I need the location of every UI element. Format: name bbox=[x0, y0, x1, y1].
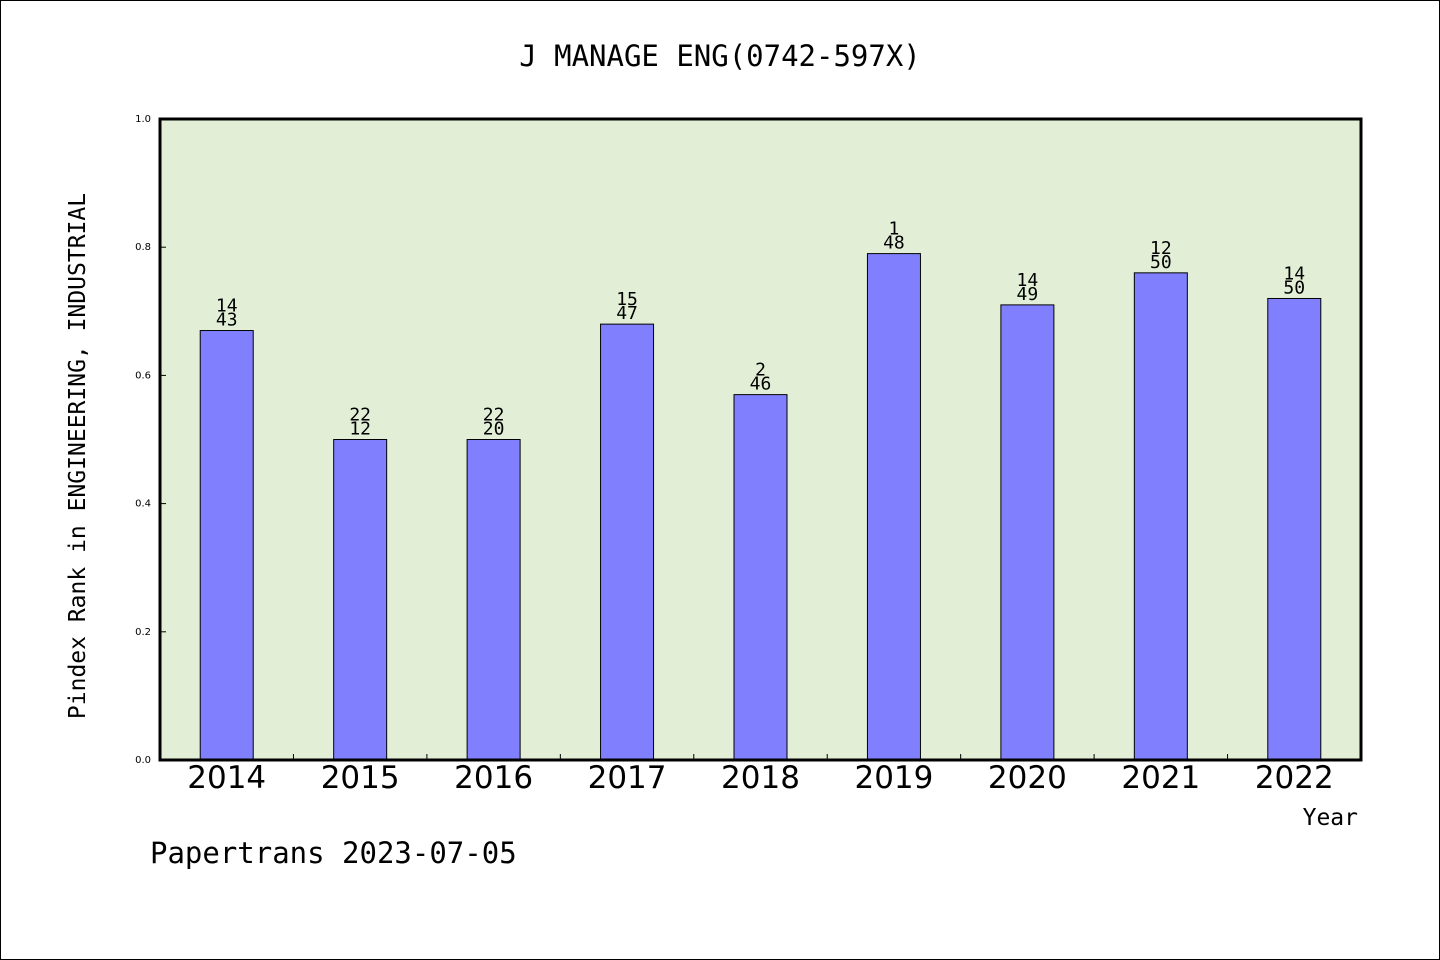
y-tick-label: 0.2 bbox=[135, 627, 151, 638]
bar-label-bottom: 43 bbox=[216, 310, 238, 331]
bar-label-top: 2 bbox=[755, 360, 766, 381]
bar-2014 bbox=[199, 330, 254, 761]
bar-label-bottom: 46 bbox=[750, 374, 772, 395]
x-tick-label: 2015 bbox=[321, 760, 400, 796]
bar-label-top: 14 bbox=[1283, 263, 1305, 284]
bar-2016 bbox=[466, 439, 521, 761]
bar-label-bottom: 12 bbox=[349, 419, 371, 440]
y-axis: 0.0 0.2 0.4 0.6 0.8 1.0 bbox=[135, 114, 166, 766]
bar-label-bottom: 48 bbox=[883, 233, 905, 254]
x-tick-label: 2014 bbox=[187, 760, 266, 796]
bar-label-top: 12 bbox=[1150, 238, 1172, 259]
bar-label-bottom: 50 bbox=[1283, 277, 1305, 298]
y-tick-label: 0.4 bbox=[135, 499, 151, 510]
x-tick-label: 2018 bbox=[721, 760, 800, 796]
footer-credit: Papertrans 2023-07-05 bbox=[150, 836, 517, 870]
bar-label-bottom: 50 bbox=[1150, 252, 1172, 273]
x-axis-label: Year bbox=[1303, 805, 1358, 831]
bar-label-top: 14 bbox=[1017, 270, 1039, 291]
x-axis: 2014 2015 2016 2017 2018 2019 2020 2021 2022 bbox=[187, 754, 1334, 796]
bar-label-top: 14 bbox=[216, 296, 238, 317]
y-tick-label: 1.0 bbox=[135, 114, 151, 125]
bar-2015 bbox=[333, 439, 388, 761]
bar-2019 bbox=[866, 253, 921, 761]
bar-2022 bbox=[1267, 297, 1322, 761]
bar-label-bottom: 47 bbox=[616, 303, 638, 324]
x-tick-label: 2016 bbox=[454, 760, 533, 796]
y-tick-label: 0.6 bbox=[135, 370, 151, 381]
bar-2020 bbox=[1000, 304, 1055, 761]
bar-label-bottom: 20 bbox=[483, 419, 505, 440]
bar-label-bottom: 49 bbox=[1017, 284, 1039, 305]
y-tick-label: 0.0 bbox=[135, 755, 151, 766]
bars-group bbox=[199, 253, 1322, 761]
plot-border bbox=[158, 117, 1363, 762]
x-tick-label: 2022 bbox=[1255, 760, 1334, 796]
bar-2021 bbox=[1133, 272, 1188, 761]
bar-label-top: 22 bbox=[349, 405, 371, 426]
y-axis-label: Pindex Rank in ENGINEERING, INDUSTRIAL bbox=[65, 193, 91, 719]
bar-2017 bbox=[600, 323, 655, 761]
bar-label-top: 1 bbox=[889, 219, 900, 240]
x-tick-label: 2017 bbox=[588, 760, 667, 796]
y-tick-label: 0.8 bbox=[135, 242, 151, 253]
x-tick-label: 2020 bbox=[988, 760, 1067, 796]
bar-label-top: 22 bbox=[483, 405, 505, 426]
bar-2018 bbox=[733, 394, 788, 761]
bar-label-top: 15 bbox=[616, 289, 638, 310]
x-tick-label: 2019 bbox=[854, 760, 933, 796]
x-tick-label: 2021 bbox=[1121, 760, 1200, 796]
chart-title: J MANAGE ENG(0742-597X) bbox=[519, 39, 921, 73]
